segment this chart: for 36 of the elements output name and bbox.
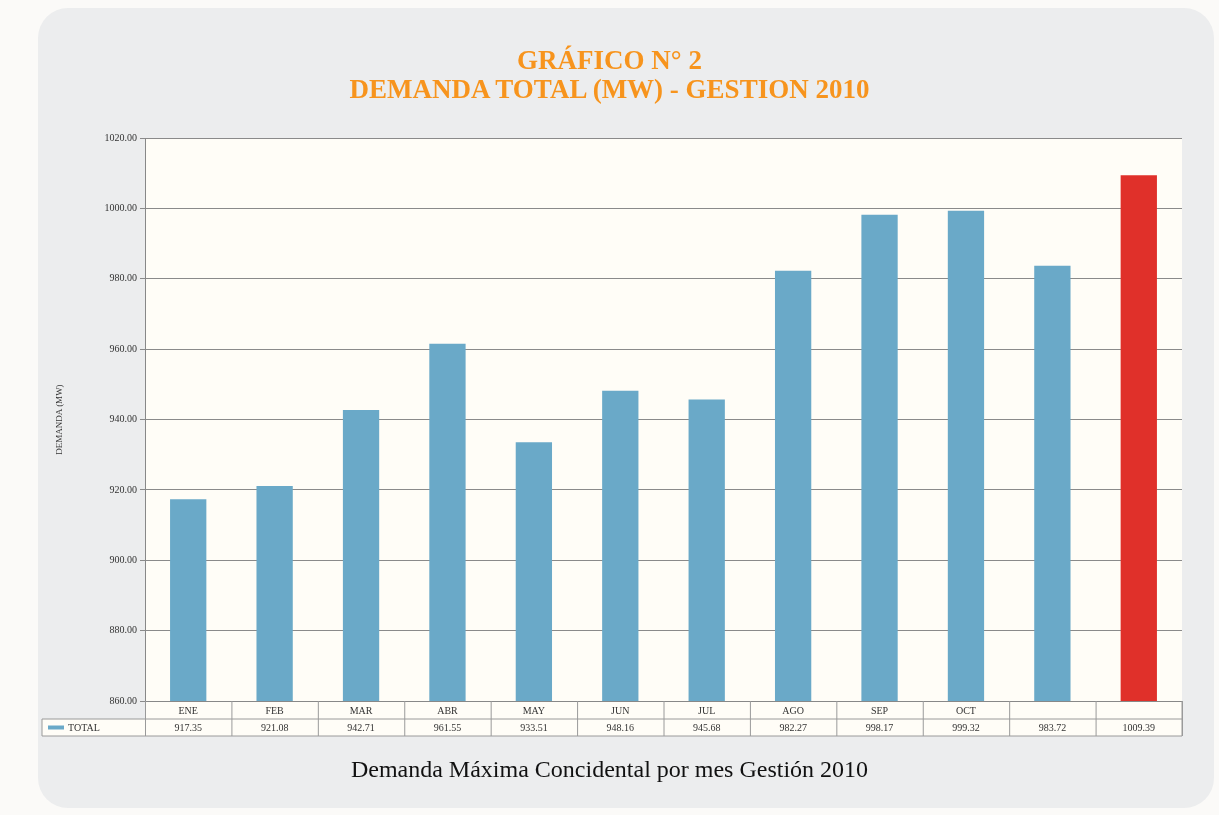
data-label: 1009.39	[1122, 722, 1156, 734]
data-label: 933.51	[520, 722, 548, 734]
x-tick-label: MAY	[522, 704, 546, 716]
x-tick-label: MAR	[349, 704, 373, 716]
y-tick-label: 900.00	[109, 553, 137, 565]
x-tick-label: SEP	[870, 704, 889, 716]
data-label: 982.27	[779, 722, 807, 734]
x-tick-label: JUN	[611, 704, 630, 716]
x-tick-label: JUL	[698, 704, 716, 716]
data-label: 921.08	[260, 722, 289, 734]
y-tick-label: 920.00	[109, 483, 137, 495]
x-tick-label: FEB	[265, 704, 285, 716]
x-tick-label: ABR	[437, 704, 459, 716]
y-tick-label: 960.00	[109, 342, 137, 354]
y-axis-title: DEMANDA (MW)	[53, 384, 64, 455]
y-tick-label: 1000.00	[104, 202, 137, 213]
data-label: 983.72	[1038, 722, 1067, 734]
chart-subtitle: DEMANDA TOTAL (MW) - GESTION 2010	[348, 74, 871, 104]
data-label: 961.55	[433, 722, 462, 734]
y-tick-label: 860.00	[109, 694, 137, 706]
data-label: 945.68	[692, 722, 721, 734]
chart-title: GRÁFICO N° 2	[516, 45, 703, 75]
x-tick-label: ENE	[178, 704, 198, 716]
y-tick-label: 880.00	[109, 624, 137, 636]
x-tick-label: OCT	[955, 704, 976, 716]
y-tick-label: 940.00	[109, 413, 137, 425]
data-label: 999.32	[952, 722, 980, 734]
data-label: 948.16	[606, 722, 635, 734]
data-label: 998.17	[865, 722, 894, 734]
legend-label: TOTAL	[68, 722, 100, 734]
text: Demanda Máxima Concidental por mes Gestión 2010	[349, 756, 870, 783]
x-tick-label: AGO	[782, 704, 804, 716]
y-tick-label: 1020.00	[104, 131, 137, 143]
y-tick-label: 980.00	[109, 272, 137, 284]
data-label: 917.35	[174, 722, 202, 734]
data-label: 942.71	[347, 722, 375, 734]
